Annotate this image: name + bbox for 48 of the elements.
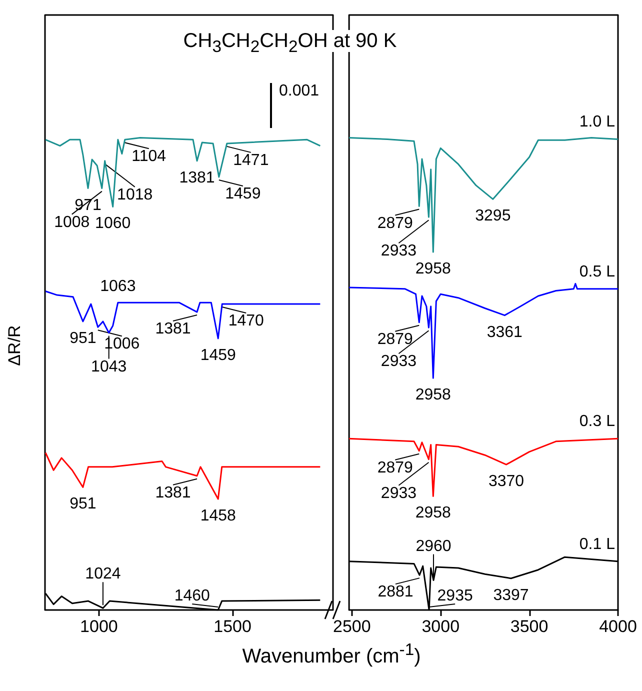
annotation: 1008 — [54, 214, 90, 231]
x-tick-label: 1000 — [80, 617, 118, 636]
annotation: 1381 — [155, 484, 191, 502]
annotation: 2879 — [377, 330, 414, 348]
annotation: 1471 — [233, 152, 269, 169]
annotation: 1060 — [95, 215, 131, 232]
annotation: 3370 — [488, 473, 524, 490]
annotation: 1459 — [225, 185, 261, 202]
annotation: 2960 — [416, 538, 452, 555]
annotation: 3361 — [486, 324, 523, 341]
x-axis-title: Wavenumber (cm$^{-1}$) — [241, 640, 422, 669]
annotation: 2958 — [415, 386, 452, 404]
series-label: 0.3 L — [579, 413, 616, 430]
annotation: 2881 — [378, 584, 414, 601]
annotation: 1043 — [91, 358, 127, 376]
annotation: 1381 — [179, 169, 215, 186]
annotation: 2933 — [380, 242, 417, 260]
annotation: 3295 — [475, 208, 511, 225]
annotation: 1459 — [200, 346, 236, 364]
series-label: 0.1 L — [579, 536, 616, 553]
annotation: 2879 — [377, 214, 414, 232]
annotation: 1470 — [228, 312, 264, 330]
series-label: 1.0 L — [579, 114, 616, 131]
x-tick-label: 2500 — [332, 617, 371, 636]
x-tick-label: 4000 — [599, 617, 637, 636]
annotation: 2933 — [380, 353, 417, 370]
annotation: 3397 — [493, 586, 529, 604]
annotation: 2958 — [415, 504, 452, 522]
text: 0.001 — [279, 82, 320, 100]
annotation: 1018 — [117, 186, 153, 204]
annotation: 2879 — [377, 459, 414, 476]
annotation: 951 — [70, 496, 96, 513]
x-tick-label: 1500 — [214, 617, 252, 636]
series-label: 0.5 L — [579, 263, 616, 280]
annotation: 1024 — [85, 566, 121, 583]
y-axis-title: ΔR/R — [5, 325, 24, 366]
annotation: 2935 — [437, 588, 473, 604]
chart-title: CH$_{3}$CH$_{2}$CH$_{2}$OH at 90 K — [182, 30, 398, 56]
annotation: 951 — [70, 330, 96, 347]
annotation: 1460 — [174, 588, 210, 604]
annotation: 1063 — [100, 278, 136, 296]
x-tick-label: 3000 — [422, 617, 460, 636]
annotation: 1104 — [132, 148, 166, 166]
x-tick-label: 3500 — [510, 617, 548, 636]
annotation: 2958 — [415, 260, 452, 278]
annotation: 1381 — [155, 320, 191, 338]
annotation: 1458 — [200, 508, 236, 525]
annotation: 2933 — [380, 484, 417, 502]
